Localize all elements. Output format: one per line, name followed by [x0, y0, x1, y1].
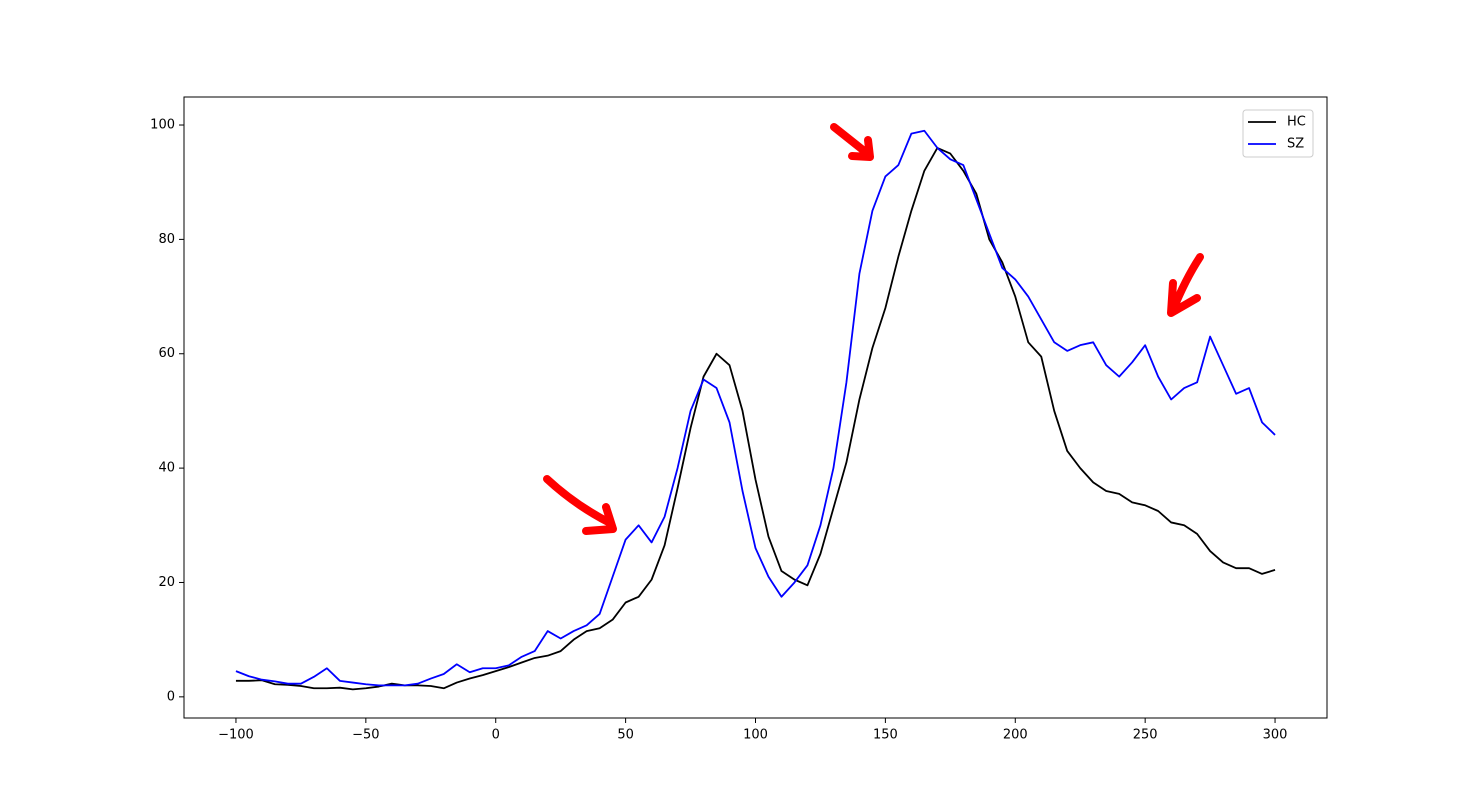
y-tick-label: 0	[167, 689, 175, 704]
x-tick-label: −50	[352, 728, 379, 743]
y-tick-label: 60	[158, 346, 175, 361]
annotation-arrows	[543, 123, 1204, 535]
arrow	[830, 123, 874, 161]
axes-frame	[183, 96, 1328, 719]
x-tick-label: 100	[743, 728, 768, 743]
y-tick-label: 40	[158, 461, 175, 476]
x-tick-label: 250	[1133, 728, 1158, 743]
legend-label: HC	[1287, 115, 1306, 130]
x-tick-label: 150	[873, 728, 898, 743]
y-tick-label: 80	[158, 232, 175, 247]
series-line	[235, 146, 1276, 691]
y-tick-label: 100	[150, 118, 175, 133]
x-tick-label: 50	[617, 728, 634, 743]
x-tick-label: 300	[1263, 728, 1288, 743]
legend-label: SZ	[1287, 137, 1304, 152]
y-tick-label: 20	[158, 575, 175, 590]
x-tick-label: −100	[218, 728, 254, 743]
x-tick-label: 200	[1003, 728, 1028, 743]
x-tick-label: 0	[492, 728, 500, 743]
legend: HC SZ	[1242, 109, 1314, 158]
series-line	[235, 129, 1276, 687]
arrow	[543, 475, 617, 535]
arrow	[1167, 253, 1204, 317]
